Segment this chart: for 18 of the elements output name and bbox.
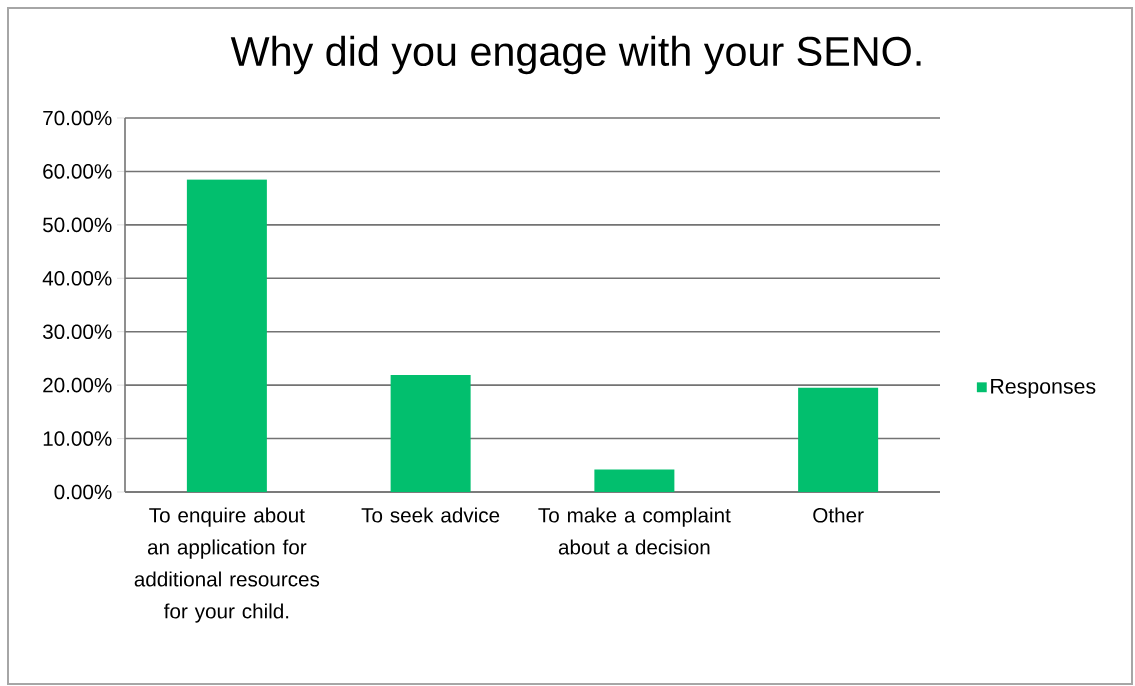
y-tick-label: 20.00%	[43, 377, 112, 393]
y-tick-label: 10.00%	[43, 431, 112, 446]
y-tick-label: 30.00%	[42, 324, 112, 340]
bar	[798, 387, 879, 492]
chart-title: Why did you engage with your SENO.	[230, 35, 921, 75]
y-tick-label: 0.00%	[54, 484, 112, 500]
x-tick-label: To seek advice	[361, 507, 500, 523]
x-tick-label: To make a complaint about a decision	[538, 507, 731, 555]
bar	[390, 374, 471, 492]
bar	[186, 179, 267, 492]
legend-label: Responses	[991, 378, 1096, 399]
y-tick-label: 60.00%	[43, 164, 112, 179]
x-tick-label: To enquire about an application for additional resources for your child.	[134, 507, 320, 623]
x-tick-label: Other	[813, 507, 864, 523]
y-tick-label: 70.00%	[43, 110, 112, 126]
y-tick-label: 50.00%	[43, 217, 112, 233]
bar	[594, 469, 675, 492]
y-tick-label: 40.00%	[42, 270, 112, 286]
